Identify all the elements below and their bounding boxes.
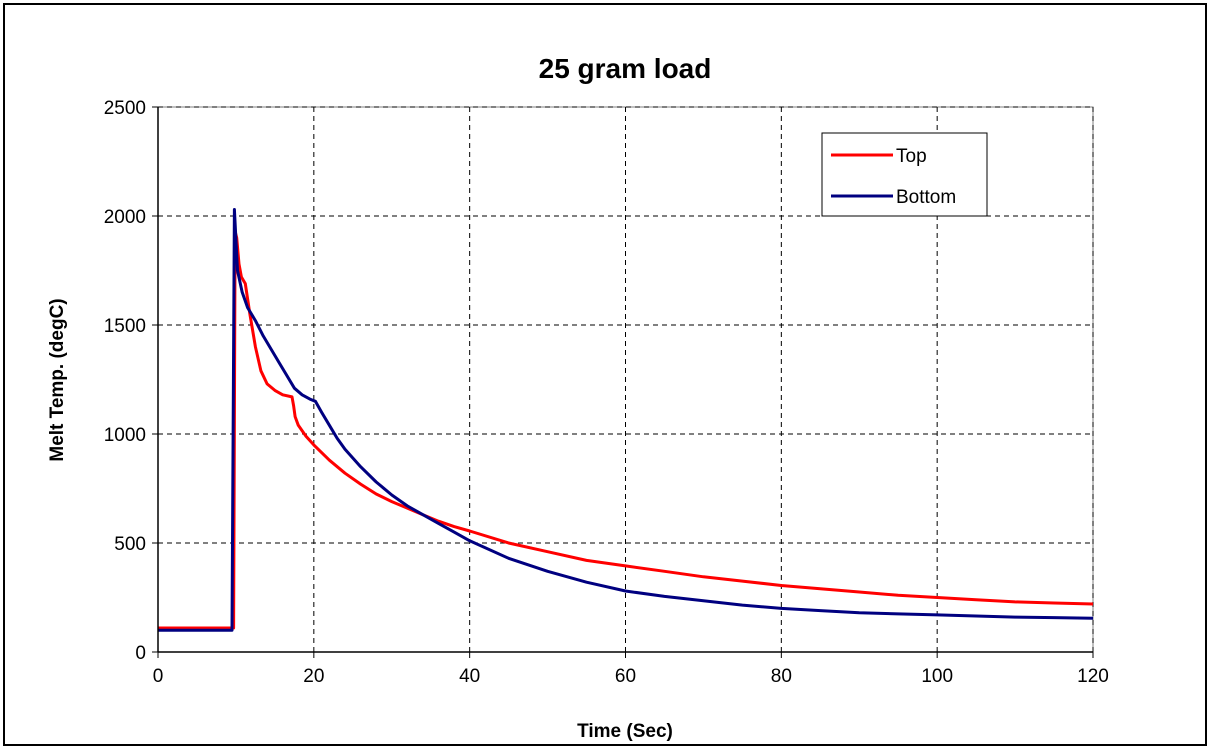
x-tick-label: 100 <box>921 666 953 687</box>
series-lines <box>158 208 1094 632</box>
y-tick-label: 1500 <box>104 316 146 337</box>
series-line-top <box>158 229 1094 630</box>
x-tick-label: 40 <box>459 666 480 687</box>
y-tick-label: 2500 <box>104 98 146 119</box>
x-tick-label: 60 <box>615 666 636 687</box>
y-tick-label: 2000 <box>104 207 146 228</box>
x-tick-label: 20 <box>303 666 324 687</box>
chart-title: 25 gram load <box>539 53 712 84</box>
legend-label-top: Top <box>896 146 927 167</box>
y-tick-label: 1000 <box>104 425 146 446</box>
x-tick-labels: 0 20 40 60 80 100 120 <box>153 652 1109 687</box>
x-tick-label: 80 <box>771 666 792 687</box>
grid-lines <box>158 106 1094 652</box>
y-tick-labels: 0 500 1000 1500 2000 2500 <box>104 98 158 664</box>
y-tick-label: 0 <box>135 643 146 664</box>
legend-box <box>821 132 988 217</box>
legend-label-bottom: Bottom <box>896 187 956 208</box>
x-tick-label: 120 <box>1077 666 1109 687</box>
x-tick-label: 0 <box>153 666 164 687</box>
y-tick-label: 500 <box>114 534 146 555</box>
legend: Top Bottom <box>821 132 988 217</box>
y-axis-label: Melt Temp. (degC) <box>47 298 68 461</box>
x-axis-label: Time (Sec) <box>577 721 673 742</box>
series-line-bottom <box>158 208 1094 632</box>
